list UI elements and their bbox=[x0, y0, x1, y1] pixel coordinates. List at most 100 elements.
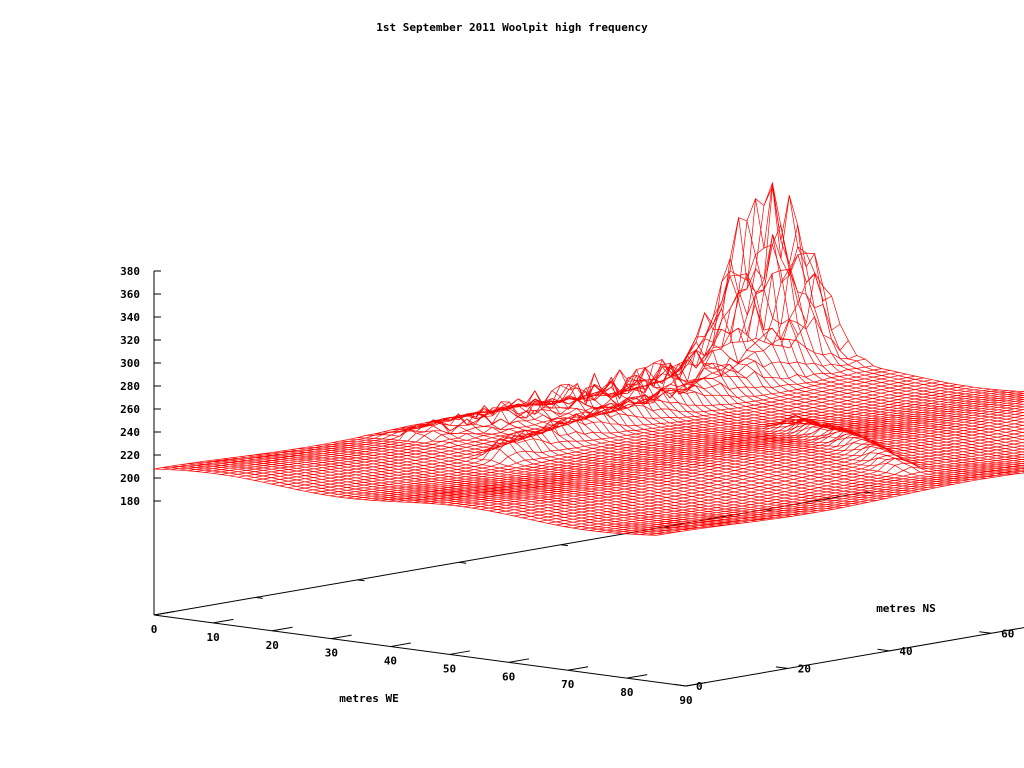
mesh-line-we bbox=[399, 419, 903, 496]
z-tick-label: 300 bbox=[120, 357, 140, 370]
y-axis-label: metres NS bbox=[876, 602, 936, 615]
mesh-line-ns bbox=[555, 448, 1024, 526]
mesh-line-we bbox=[298, 448, 801, 516]
mesh-line-we bbox=[586, 369, 1024, 461]
x-axis-label: metres WE bbox=[339, 692, 399, 705]
mesh-line-ns bbox=[530, 438, 1024, 521]
y-tick bbox=[674, 683, 687, 687]
mesh-line-we bbox=[238, 456, 742, 524]
mesh-line-ns bbox=[622, 466, 1024, 535]
mesh-line-we bbox=[247, 455, 750, 523]
mesh-line-we bbox=[789, 274, 1024, 392]
mesh-line-ns bbox=[648, 470, 1024, 536]
mesh-line-we bbox=[620, 358, 1024, 450]
x-tick-label: 70 bbox=[561, 678, 574, 691]
x-tick bbox=[685, 681, 707, 687]
y-tick-label: 60 bbox=[1001, 627, 1014, 640]
mesh-line-we bbox=[526, 387, 1024, 473]
mesh-line-we bbox=[382, 424, 886, 499]
mesh-line-ns bbox=[488, 421, 1024, 512]
mesh-line-we bbox=[713, 217, 1024, 413]
x-tick-label: 40 bbox=[384, 655, 397, 668]
mesh-line-we bbox=[645, 349, 1024, 440]
mesh-line-we bbox=[272, 451, 776, 520]
mesh-line-ns bbox=[421, 398, 1024, 504]
back-tick bbox=[459, 561, 467, 564]
mesh-line-ns bbox=[547, 445, 1024, 524]
mesh-line-ns bbox=[606, 462, 1024, 533]
mesh-line-ns bbox=[313, 382, 949, 494]
mesh-line-we bbox=[763, 245, 1024, 398]
mesh-line-ns bbox=[472, 414, 1024, 509]
mesh-line-we bbox=[577, 374, 1024, 463]
x-tick-label: 90 bbox=[679, 694, 692, 707]
mesh-line-ns bbox=[338, 386, 974, 498]
x-tick-label: 20 bbox=[266, 639, 279, 652]
mesh-line-ns bbox=[656, 472, 1024, 536]
mesh-line-ns bbox=[346, 387, 983, 499]
mesh-line-we bbox=[476, 400, 979, 481]
y-tick bbox=[877, 648, 890, 652]
x-tick bbox=[626, 674, 648, 679]
mesh-line-we bbox=[230, 457, 733, 525]
mesh-line-we bbox=[730, 198, 1024, 408]
mesh-line-we bbox=[704, 270, 1024, 416]
mesh-line-we bbox=[264, 453, 767, 521]
mesh-line-ns bbox=[380, 390, 1016, 502]
mesh-line-we bbox=[365, 428, 869, 503]
x-tick bbox=[567, 666, 589, 671]
mesh-line-ns bbox=[413, 397, 1024, 503]
mesh-line-ns bbox=[170, 234, 807, 471]
mesh-line-ns bbox=[329, 385, 966, 497]
mesh-line-we bbox=[433, 412, 937, 489]
mesh-line-ns bbox=[438, 403, 1024, 505]
mesh-line-ns bbox=[564, 451, 1024, 527]
x-tick-label: 0 bbox=[151, 623, 158, 636]
chart-title: 1st September 2011 Woolpit high frequenc… bbox=[376, 21, 648, 34]
mesh-line-we bbox=[594, 367, 1024, 458]
mesh-line-we bbox=[552, 372, 1024, 468]
z-tick-label: 240 bbox=[120, 426, 140, 439]
mesh-line-ns bbox=[321, 384, 958, 495]
y-tick-label: 40 bbox=[899, 645, 912, 658]
mesh-line-we bbox=[391, 421, 894, 498]
mesh-line-we bbox=[459, 401, 962, 484]
back-tick bbox=[560, 544, 569, 547]
mesh-line-ns bbox=[220, 338, 857, 475]
mesh-line-we bbox=[187, 463, 691, 531]
mesh-line-we bbox=[196, 462, 699, 530]
mesh-line-ns bbox=[572, 453, 1024, 529]
x-tick bbox=[508, 658, 530, 663]
mesh-line-ns bbox=[296, 379, 933, 490]
z-tick-label: 320 bbox=[120, 334, 140, 347]
mesh-line-ns bbox=[522, 435, 1024, 519]
mesh-line-we bbox=[755, 195, 1024, 400]
z-tick-label: 360 bbox=[120, 288, 140, 301]
z-tick-label: 380 bbox=[120, 265, 140, 278]
mesh-line-ns bbox=[631, 467, 1024, 535]
mesh-line-ns bbox=[639, 469, 1024, 535]
x-tick bbox=[331, 634, 352, 640]
mesh-line-we bbox=[603, 376, 1024, 456]
mesh-line-ns bbox=[162, 289, 799, 470]
x-tick bbox=[213, 618, 234, 624]
mesh-line-we bbox=[340, 440, 843, 508]
x-tick bbox=[449, 650, 470, 655]
mesh-line-ns bbox=[271, 373, 908, 485]
mesh-line-we bbox=[543, 383, 1024, 470]
mesh-line-ns bbox=[447, 406, 1024, 506]
mesh-line-we bbox=[442, 408, 945, 487]
mesh-line-ns bbox=[539, 442, 1024, 522]
mesh-line-we bbox=[170, 465, 674, 533]
mesh-line-we bbox=[323, 443, 827, 511]
x-tick-label: 80 bbox=[620, 686, 633, 699]
mesh-line-ns bbox=[614, 464, 1024, 534]
mesh-line-we bbox=[721, 220, 1024, 411]
mesh-line-we bbox=[484, 398, 988, 479]
x-axis-line bbox=[153, 614, 687, 687]
mesh-line-we bbox=[501, 399, 1005, 477]
mesh-line-we bbox=[331, 442, 835, 510]
x-tick bbox=[272, 626, 293, 632]
mesh-line-ns bbox=[279, 375, 916, 487]
